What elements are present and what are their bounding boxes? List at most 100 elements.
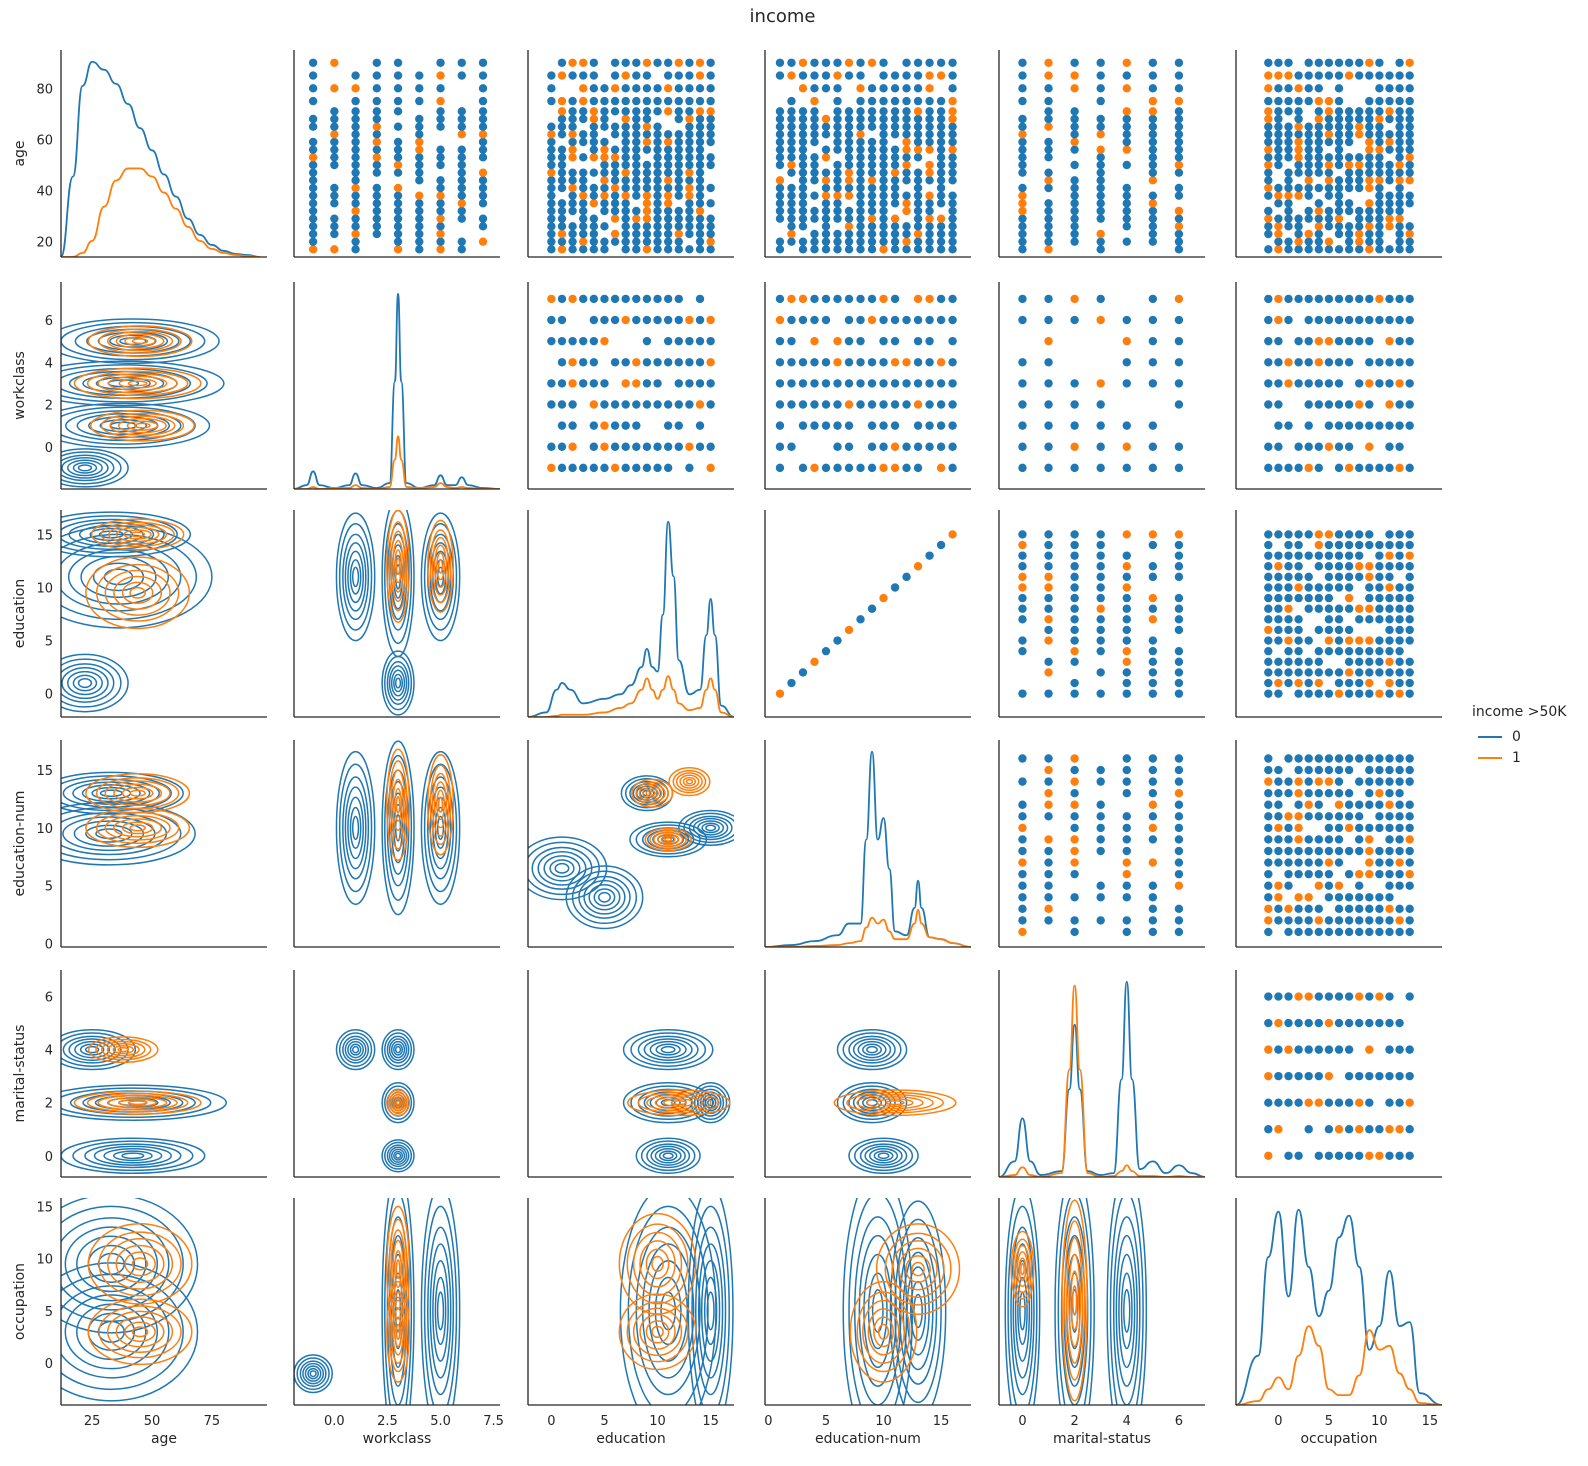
scatter-point <box>1274 199 1283 208</box>
scatter-point <box>393 168 403 177</box>
scatter-point <box>833 379 842 388</box>
scatter-point <box>1294 245 1303 254</box>
scatter-point <box>1314 1151 1324 1160</box>
subplot-marks <box>335 740 461 916</box>
scatter-point <box>1018 835 1027 844</box>
scatter-point <box>1405 572 1414 582</box>
scatter-point <box>1354 176 1364 185</box>
scatter-point <box>579 222 588 231</box>
scatter-point <box>902 96 911 106</box>
scatter-point <box>1122 812 1131 821</box>
scatter-point <box>1405 199 1414 208</box>
scatter-point <box>810 176 819 185</box>
scatter-point <box>1375 551 1384 560</box>
scatter-point <box>674 358 683 367</box>
scatter-point <box>1354 245 1364 254</box>
scatter-point <box>589 130 599 139</box>
scatter-point <box>1018 130 1027 139</box>
scatter-point <box>879 593 888 603</box>
scatter-point <box>1314 183 1324 193</box>
scatter-point <box>1304 122 1313 131</box>
scatter-point <box>457 71 466 80</box>
kde-contour-class-0 <box>103 1148 163 1164</box>
scatter-point <box>706 160 715 170</box>
scatter-point <box>663 214 673 223</box>
scatter-point <box>936 229 946 239</box>
scatter-point <box>372 96 382 106</box>
scatter-point <box>330 183 339 193</box>
scatter-point <box>1174 904 1184 914</box>
scatter-point <box>775 160 785 170</box>
scatter-point <box>948 199 957 208</box>
scatter-point <box>890 463 900 473</box>
scatter-point <box>1294 858 1303 867</box>
scatter-point <box>685 400 694 409</box>
scatter-point <box>1395 206 1404 216</box>
scatter-point <box>1044 214 1053 223</box>
scatter-point <box>1385 678 1394 688</box>
scatter-point <box>579 463 588 473</box>
scatter-point <box>1385 904 1394 914</box>
scatter-point <box>1274 1018 1283 1028</box>
scatter-point <box>936 168 946 177</box>
scatter-point <box>568 168 577 177</box>
scatter-point <box>925 229 934 239</box>
scatter-point <box>775 358 785 367</box>
scatter-point <box>890 245 900 254</box>
scatter-point <box>1096 199 1105 208</box>
scatter-point <box>579 237 588 246</box>
scatter-point <box>1044 122 1053 131</box>
scatter-point <box>1375 689 1384 698</box>
scatter-point <box>1324 245 1334 254</box>
scatter-point <box>1122 788 1131 798</box>
scatter-point <box>948 153 957 162</box>
scatter-point <box>1096 421 1105 430</box>
scatter-point <box>589 96 599 106</box>
scatter-point <box>1344 572 1354 582</box>
kde-contour-class-0 <box>390 669 406 697</box>
scatter-point <box>1294 183 1303 193</box>
scatter-point <box>568 107 577 116</box>
scatter-point <box>706 114 715 124</box>
scatter-point <box>415 206 424 216</box>
scatter-point <box>589 145 599 154</box>
scatter-point <box>1395 130 1404 139</box>
scatter-point <box>436 229 445 239</box>
kde-contour-class-0 <box>381 1082 415 1124</box>
scatter-point <box>436 199 445 208</box>
scatter-point <box>706 315 715 325</box>
scatter-point <box>1375 858 1384 867</box>
scatter-point <box>478 114 488 124</box>
scatter-point <box>890 315 900 325</box>
scatter-point <box>890 71 900 80</box>
scatter-point <box>674 315 683 325</box>
scatter-point <box>478 96 488 106</box>
scatter-point <box>621 191 630 200</box>
scatter-point <box>1264 593 1273 603</box>
scatter-point <box>867 315 877 325</box>
scatter-point <box>1122 237 1131 246</box>
scatter-point <box>1096 245 1105 254</box>
x-axis-label: occupation <box>1300 1431 1377 1447</box>
scatter-point <box>478 84 488 93</box>
scatter-point <box>632 114 641 124</box>
scatter-point <box>1395 122 1404 131</box>
kde-contour-class-0 <box>390 1040 406 1059</box>
scatter-point <box>1304 869 1313 879</box>
scatter-point <box>1365 137 1374 147</box>
kde-contour-class-0 <box>578 875 631 919</box>
scatter-point <box>547 137 556 147</box>
scatter-point <box>653 122 662 131</box>
scatter-point <box>1395 689 1404 698</box>
scatter-point <box>1314 1071 1324 1081</box>
scatter-point <box>1385 625 1394 635</box>
scatter-point <box>568 145 577 154</box>
scatter-point <box>856 114 865 124</box>
scatter-point <box>1405 800 1414 809</box>
scatter-point <box>913 176 923 185</box>
scatter-point <box>867 145 877 154</box>
scatter-point <box>621 168 630 177</box>
kde-contour-class-0 <box>347 1040 364 1059</box>
scatter-point <box>1044 114 1053 124</box>
